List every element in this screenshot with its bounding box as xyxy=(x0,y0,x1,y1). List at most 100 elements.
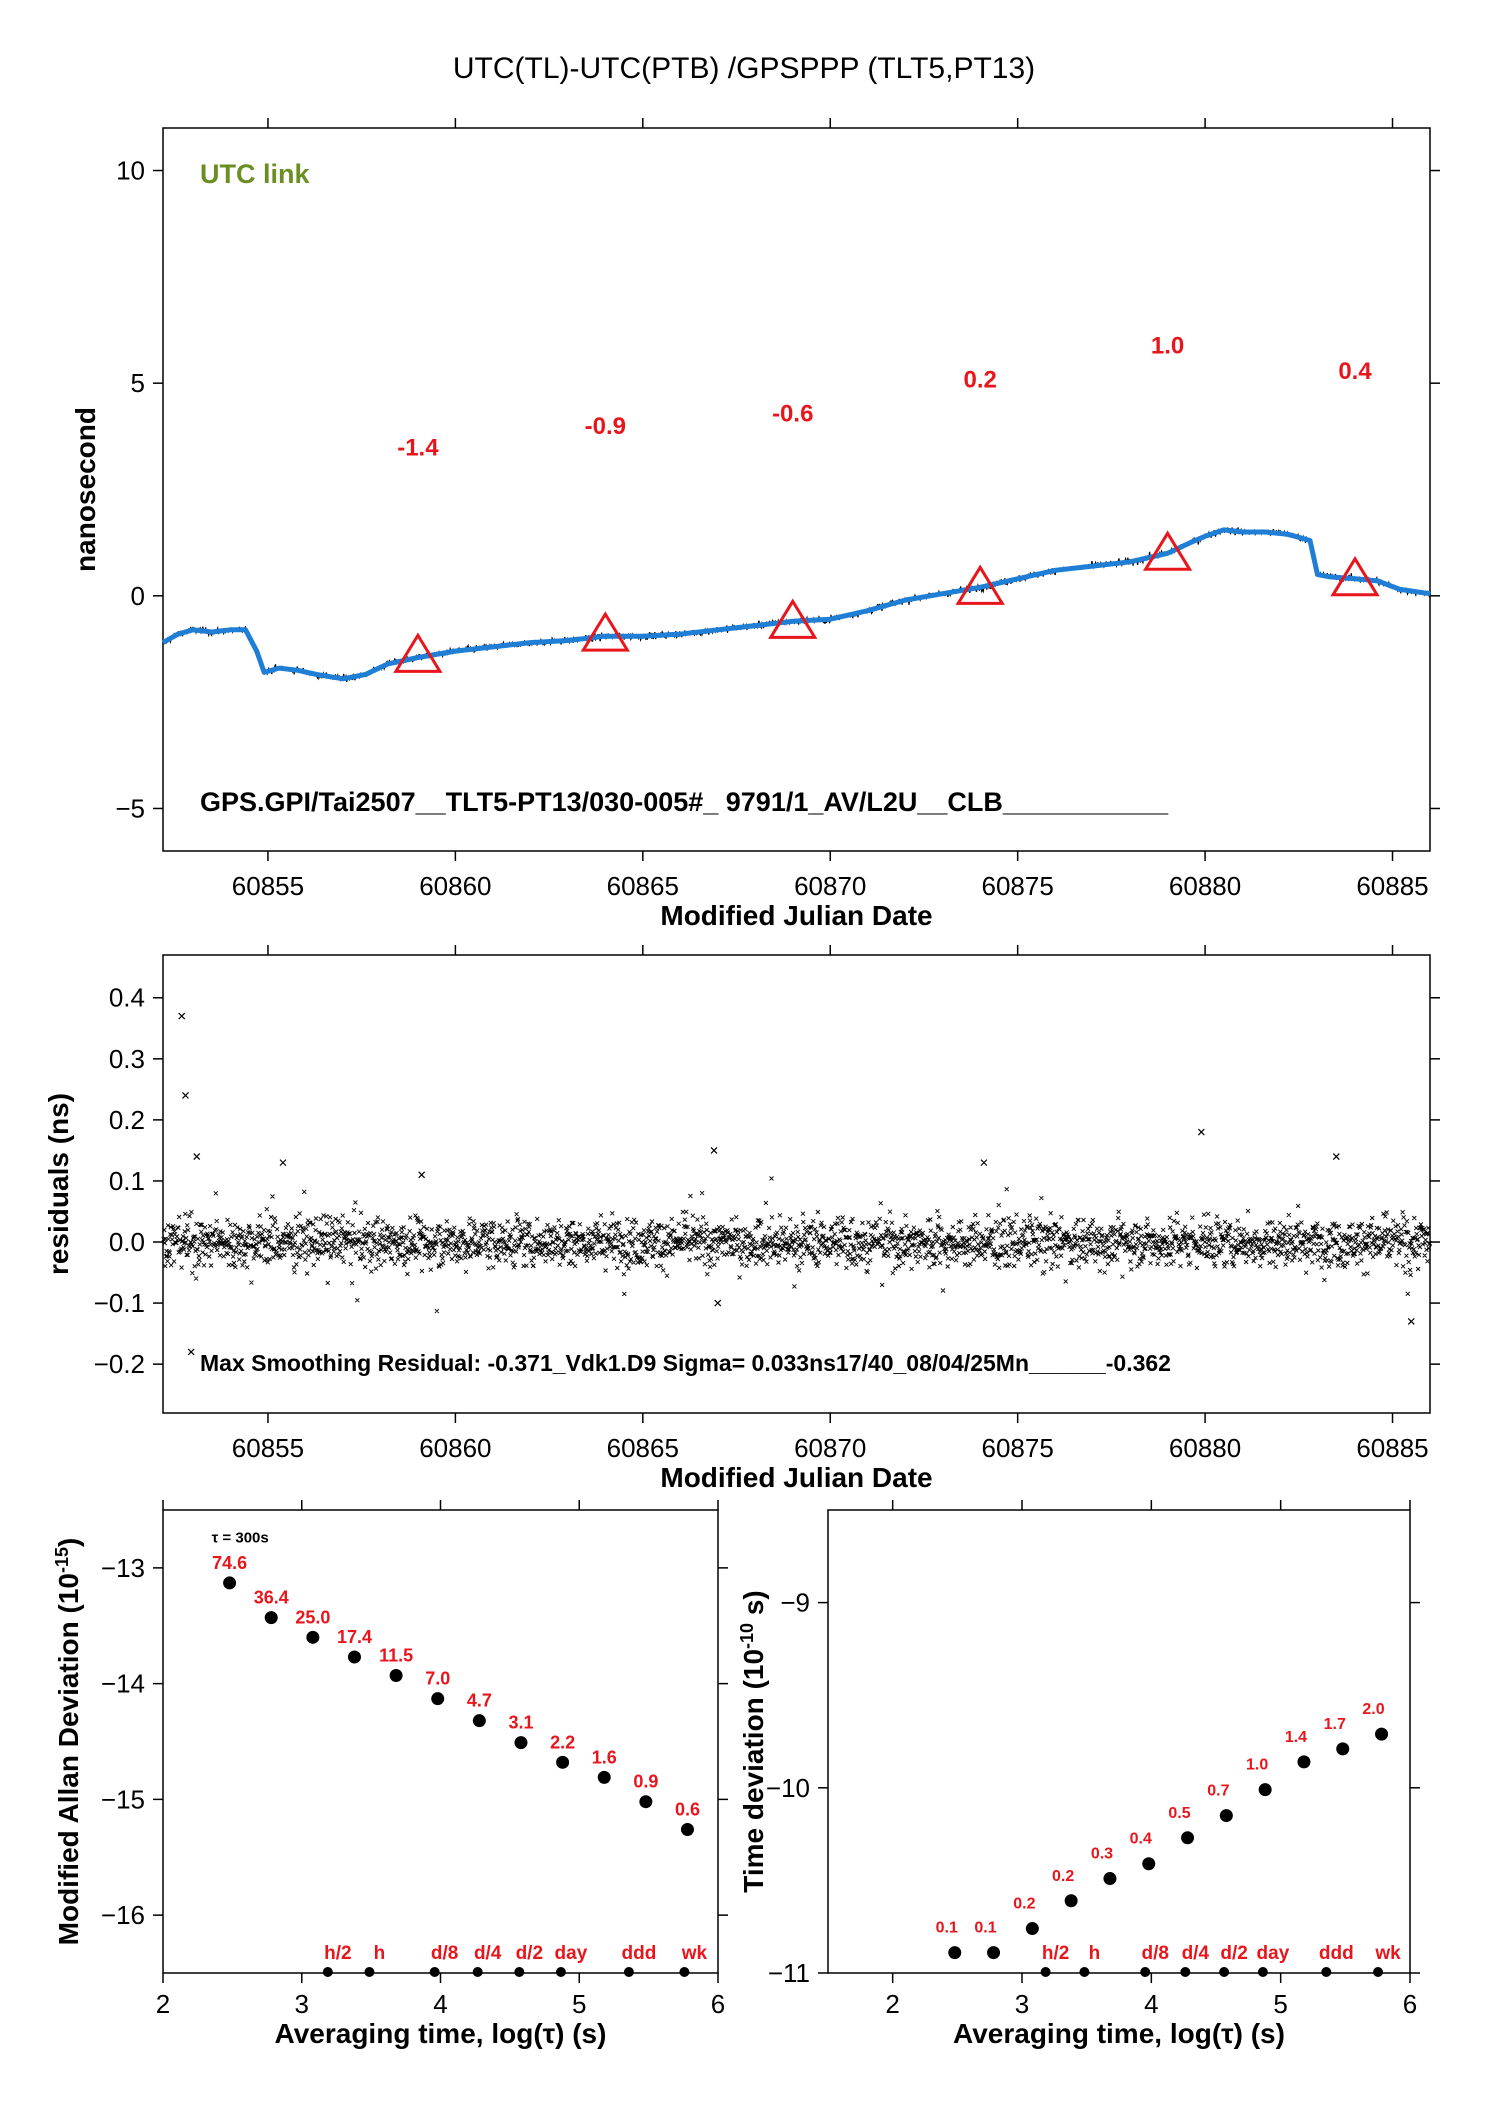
y-tick-label: −15 xyxy=(101,1784,145,1814)
reference-mark xyxy=(623,1967,634,1977)
reference-mark xyxy=(1373,1967,1384,1977)
x-tick-label: 60875 xyxy=(982,871,1054,901)
x-tick-label: 60855 xyxy=(232,1433,304,1463)
x-tick-label: 3 xyxy=(1015,1989,1029,2019)
y-tick-label: −0.2 xyxy=(94,1349,145,1379)
deviation-point xyxy=(680,1822,694,1836)
reference-mark xyxy=(1180,1967,1191,1977)
mdev-panel: 2 3 4 5 6 −16 −15 −14 −13 Averaging time, log(τ) … xyxy=(52,1500,728,2049)
x-axis-title: Averaging time, log(τ) (s) xyxy=(953,2018,1285,2049)
residual-outlier xyxy=(182,1092,189,1099)
y-tick-label: 5 xyxy=(131,368,145,398)
link-label: UTC link xyxy=(200,159,310,189)
deviation-point xyxy=(1181,1831,1195,1845)
chart-title: UTC(TL)-UTC(PTB) /GPSPPP (TLT5,PT13) xyxy=(452,52,1036,85)
reference-mark xyxy=(472,1967,483,1977)
marker-value-label: -1.4 xyxy=(397,434,439,461)
y-axis-title: residuals (ns) xyxy=(43,1093,74,1275)
deviation-point xyxy=(264,1611,278,1625)
deviation-point xyxy=(1142,1857,1156,1871)
residual-note: Max Smoothing Residual: -0.371_Vdk1.D9 S… xyxy=(200,1350,1171,1376)
reference-mark-label: day xyxy=(1257,1943,1290,1964)
y-tick-label: −11 xyxy=(768,1958,810,1988)
y-axis-title: Modified Allan Deviation (10-15) xyxy=(52,1538,84,1946)
deviation-value-label: 25.0 xyxy=(295,1607,330,1627)
deviation-value-label: 2.0 xyxy=(1362,1701,1384,1718)
x-tick-label: 6 xyxy=(711,1989,725,2019)
reference-mark xyxy=(429,1967,440,1977)
y-tick-label: −10 xyxy=(766,1773,810,1803)
marker-value-label: -0.6 xyxy=(772,400,813,427)
x-tick-label: 2 xyxy=(885,1989,899,2019)
x-tick-label: 60880 xyxy=(1169,1433,1241,1463)
reference-mark xyxy=(1079,1967,1090,1977)
marker-value-label: 0.4 xyxy=(1338,358,1372,385)
x-tick-label: 2 xyxy=(156,1989,170,2019)
reference-mark xyxy=(364,1967,375,1977)
residual-outlier xyxy=(714,1299,722,1307)
reference-mark xyxy=(1219,1967,1230,1977)
deviation-point xyxy=(306,1630,320,1644)
deviation-value-label: 1.6 xyxy=(592,1747,617,1767)
y-tick-label: −14 xyxy=(101,1669,145,1699)
x-tick-label: 6 xyxy=(1403,1989,1417,2019)
reference-mark-label: d/2 xyxy=(1220,1943,1247,1964)
residual-outlier xyxy=(418,1171,426,1179)
x-axis-title: Modified Julian Date xyxy=(660,1462,932,1493)
reference-mark xyxy=(679,1967,690,1977)
triangle-marker xyxy=(768,598,818,639)
deviation-value-label: 1.0 xyxy=(1246,1757,1268,1774)
deviation-value-label: 74.6 xyxy=(212,1553,247,1573)
y-tick-label: 10 xyxy=(116,156,145,186)
deviation-value-label: 0.9 xyxy=(633,1772,658,1792)
x-tick-label: 60875 xyxy=(982,1433,1054,1463)
x-tick-label: 60855 xyxy=(232,871,304,901)
phase-panel: 60855 60860 60865 60870 60875 60880 60885 −5 0 5 1… xyxy=(70,118,1440,931)
x-tick-label: 4 xyxy=(1144,1989,1158,2019)
deviation-point xyxy=(514,1736,528,1750)
reference-mark-label: d/4 xyxy=(474,1943,502,1964)
deviation-point xyxy=(948,1946,962,1960)
x-axis-title: Averaging time, log(τ) (s) xyxy=(275,2018,607,2049)
mdev-panel-frame xyxy=(162,1509,719,1974)
reference-mark-label: d/2 xyxy=(516,1943,543,1964)
x-tick-label: 60865 xyxy=(607,871,679,901)
reference-mark-label: wk xyxy=(681,1943,708,1964)
reference-mark-label: h/2 xyxy=(1042,1943,1069,1964)
deviation-value-label: 0.6 xyxy=(675,1799,700,1819)
deviation-value-label: 0.4 xyxy=(1130,1831,1152,1848)
triangle-marker xyxy=(580,611,631,652)
y-tick-label: 0.4 xyxy=(109,983,145,1013)
y-tick-label: −0.1 xyxy=(94,1288,145,1318)
y-tick-label: 0 xyxy=(131,581,145,611)
deviation-point xyxy=(223,1576,237,1590)
reference-mark-label: h xyxy=(374,1943,386,1964)
reference-mark-label: wk xyxy=(1374,1943,1401,1964)
x-tick-label: 60860 xyxy=(419,1433,491,1463)
deviation-value-label: 0.7 xyxy=(1207,1783,1229,1800)
y-tick-label: 0.0 xyxy=(109,1227,145,1257)
reference-mark-label: h xyxy=(1089,1943,1101,1964)
residual-points xyxy=(161,1176,1433,1314)
phase-panel-frame xyxy=(162,127,1431,852)
deviation-point xyxy=(987,1946,1001,1960)
reference-mark-label: ddd xyxy=(1319,1943,1354,1964)
residual-outlier xyxy=(1197,1128,1205,1136)
reference-mark xyxy=(1040,1967,1051,1977)
x-tick-label: 60860 xyxy=(419,871,491,901)
x-tick-label: 60865 xyxy=(607,1433,679,1463)
x-tick-label: 5 xyxy=(1273,1989,1287,2019)
y-tick-label: −9 xyxy=(780,1588,810,1618)
reference-mark-label: day xyxy=(555,1943,588,1964)
residual-outlier xyxy=(710,1146,718,1154)
reference-mark xyxy=(1140,1967,1151,1977)
x-tick-label: 60870 xyxy=(794,1433,866,1463)
deviation-point xyxy=(347,1650,361,1664)
deviation-value-label: 11.5 xyxy=(379,1646,413,1666)
deviation-value-label: 3.1 xyxy=(508,1713,533,1733)
deviation-value-label: 0.3 xyxy=(1091,1846,1113,1863)
footer-note: GPS.GPI/Tai2507__TLT5-PT13/030-005#_ 979… xyxy=(200,787,1169,817)
tdev-panel: 2 3 4 5 6 −11 −10 −9 Averaging time, log(τ) (s) T… xyxy=(737,1500,1420,2049)
smoothed-phase-line xyxy=(161,527,1431,682)
